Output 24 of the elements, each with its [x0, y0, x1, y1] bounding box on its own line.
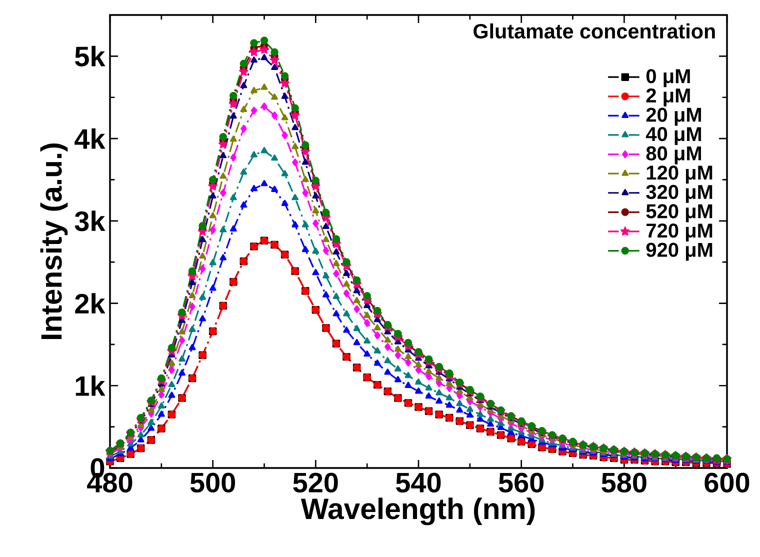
legend-label: 40 μM [646, 126, 701, 146]
y-tick-label: 3k [74, 210, 106, 232]
y-tick-label: 4k [74, 128, 106, 149]
legend-label: 520 μM [646, 204, 712, 222]
legend-label: 120 μM [646, 166, 712, 184]
y-tick-label: 5k [75, 46, 106, 66]
y-tick-label: 1k [76, 375, 106, 396]
legend-label: 920 μM [646, 242, 712, 261]
x-tick-label: 500 [190, 472, 236, 493]
x-tick-label: 600 [704, 472, 750, 493]
legend-label: 320 μM [646, 184, 712, 203]
x-tick-label: 520 [293, 472, 338, 493]
legend-title: Glutamate concentration [474, 23, 715, 39]
legend-label: 0 μM [646, 69, 690, 88]
y-tick-label: 2k [75, 293, 106, 314]
x-tick-label: 540 [396, 472, 441, 493]
y-axis-title: Intensity (a.u.) [40, 144, 68, 339]
legend-label: 20 μM [646, 108, 701, 126]
legend-label: 2 μM [646, 88, 690, 106]
x-tick-label: 560 [498, 472, 544, 493]
x-axis-title: Wavelength (nm) [300, 498, 535, 526]
x-tick-label: 580 [602, 472, 646, 493]
legend-label: 720 μM [646, 223, 712, 242]
legend-label: 80 μM [646, 146, 701, 164]
